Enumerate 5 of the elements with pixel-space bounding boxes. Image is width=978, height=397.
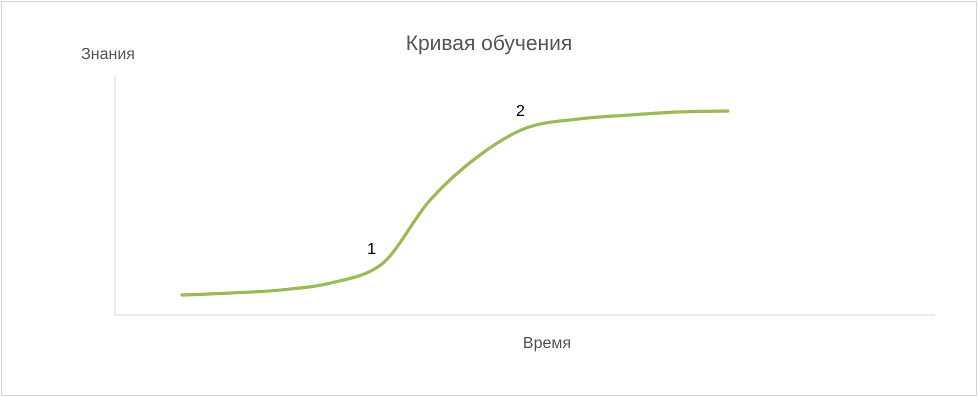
x-axis-title: Время [522,335,572,352]
y-axis-title: Знания [81,46,135,63]
annotation: 2 [516,102,525,120]
annotation: 1 [367,241,376,258]
chart-title: Кривая обучения [406,32,572,55]
